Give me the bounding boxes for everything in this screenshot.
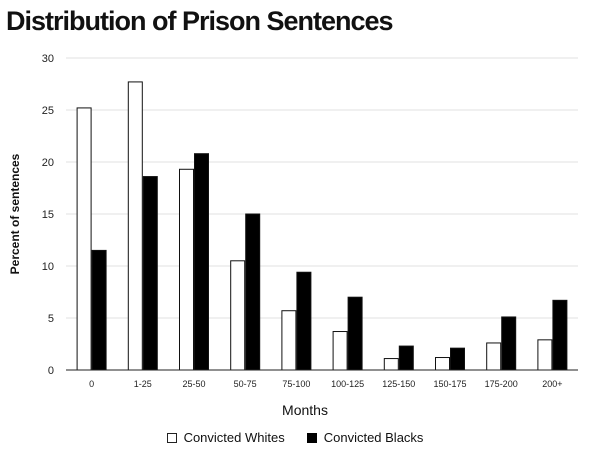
x-tick-label: 100-125 (331, 379, 364, 389)
y-tick-label: 10 (42, 261, 54, 273)
y-tick-label: 15 (42, 209, 54, 221)
legend-label-whites: Convicted Whites (183, 430, 285, 445)
bar-whites (332, 331, 348, 371)
bar-whites (537, 339, 553, 371)
bar-blacks (245, 213, 261, 371)
bar-whites (76, 107, 92, 371)
legend-swatch-whites (166, 432, 177, 443)
bar-whites (383, 358, 399, 371)
y-tick-label: 30 (42, 53, 54, 65)
bar-whites (127, 81, 143, 371)
bar-blacks (450, 347, 465, 371)
bar-whites (230, 260, 246, 371)
bar-whites (281, 310, 297, 371)
bar-whites (179, 168, 194, 371)
bar-blacks (347, 296, 363, 371)
y-tick-label: 25 (42, 105, 54, 117)
x-tick-label: 175-200 (485, 379, 518, 389)
legend-swatch-blacks (306, 432, 317, 443)
bar-blacks (501, 316, 517, 371)
y-tick-labels: 0 5 10 15 20 25 30 (42, 53, 54, 377)
x-tick-label: 1-25 (134, 379, 152, 389)
x-tick-label: 150-175 (433, 379, 466, 389)
y-tick-label: 0 (48, 365, 54, 377)
x-axis-label: Months (282, 402, 328, 418)
y-tick-label: 5 (48, 313, 54, 325)
chart-title: Distribution of Prison Sentences (6, 6, 394, 36)
x-tick-label: 50-75 (234, 379, 257, 389)
legend-item-whites: Convicted Whites (166, 430, 285, 445)
x-tick-label: 25-50 (182, 379, 205, 389)
legend: Convicted Whites Convicted Blacks (0, 430, 590, 445)
bar-whites (435, 357, 450, 371)
bar-whites (486, 342, 502, 371)
legend-label-blacks: Convicted Blacks (323, 430, 424, 445)
bar-blacks (398, 345, 414, 371)
bar-blacks (91, 249, 107, 371)
x-tick-labels: 0 1-25 25-50 50-75 75-100 100-125 125-150 150-1… (89, 379, 562, 389)
bar-blacks (194, 153, 209, 371)
legend-item-blacks: Convicted Blacks (306, 430, 424, 445)
x-tick-label: 125-150 (382, 379, 415, 389)
bars (76, 81, 568, 371)
bar-blacks (552, 299, 568, 371)
bar-blacks (142, 176, 158, 371)
x-tick-label: 75-100 (282, 379, 310, 389)
y-tick-label: 20 (42, 157, 54, 169)
bar-blacks (296, 271, 312, 371)
x-tick-label: 0 (89, 379, 94, 389)
y-axis-label: Percent of sentences (8, 153, 22, 274)
x-tick-label: 200+ (542, 379, 562, 389)
